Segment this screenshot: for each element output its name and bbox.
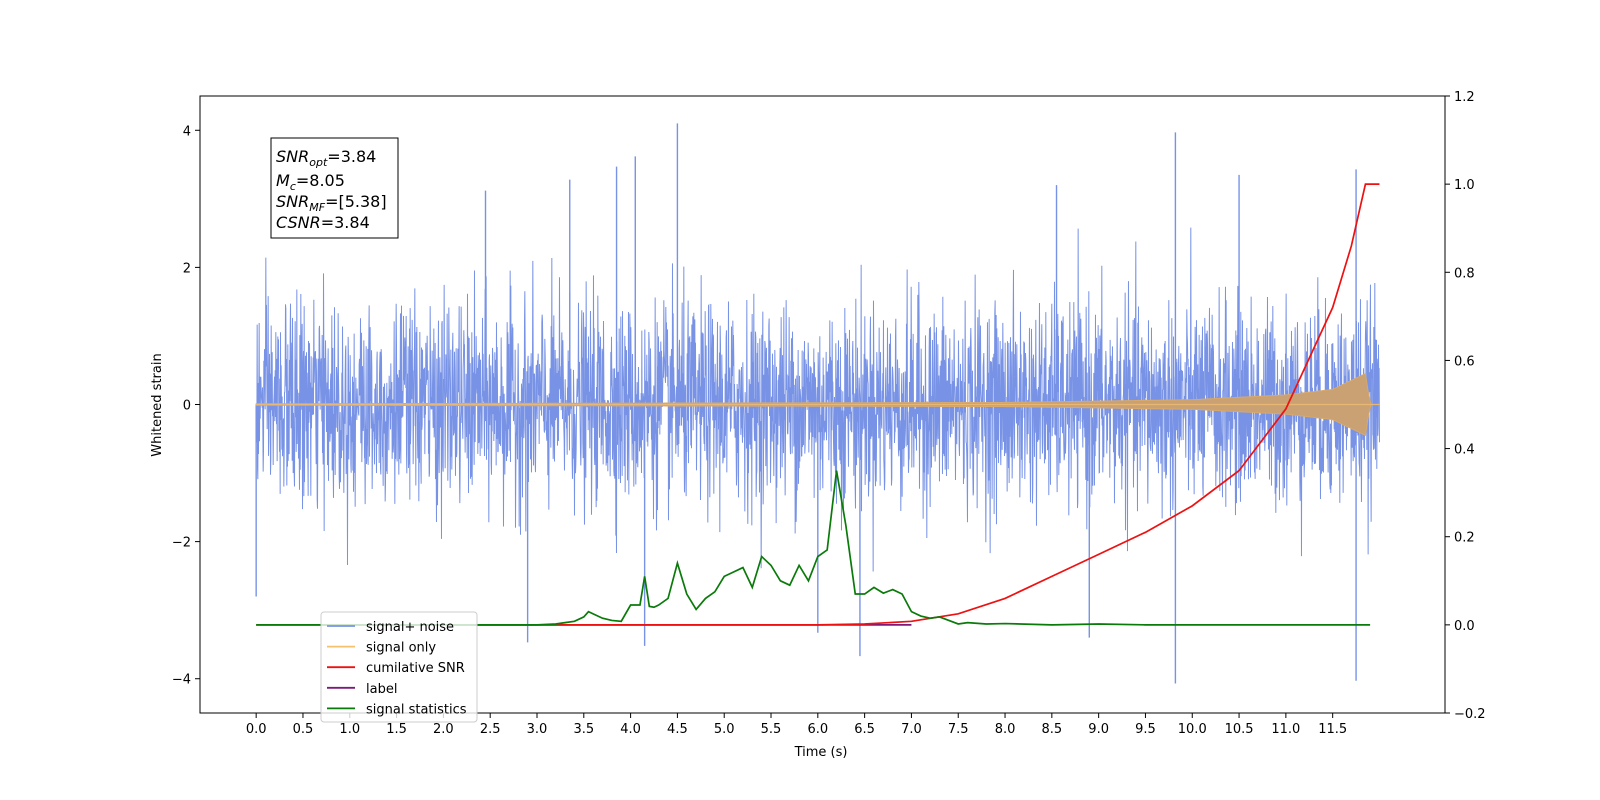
x-tick-label: 1.5 [386,722,407,737]
legend-label: signal statistics [366,702,467,717]
x-tick-label: 6.5 [854,722,875,737]
x-tick-label: 11.5 [1318,722,1347,737]
x-tick-label: 4.5 [667,722,688,737]
y-right-tick-label: −0.2 [1454,707,1486,722]
y-left-tick-label: −2 [172,536,191,551]
y-axis-left: −4 −2 0 2 4 [172,124,200,688]
y-right-tick-label: 1.0 [1454,178,1475,193]
y-right-tick-label: 1.2 [1454,90,1475,105]
annotation-frame [270,137,399,239]
annotation-mc: Mc=8.05 [276,171,345,193]
legend-label: cumilative SNR [366,661,465,676]
x-tick-label: 11.0 [1271,722,1300,737]
legend-label: label [366,682,397,697]
legend-label: signal+ noise [366,620,454,635]
annotation-snr-mf: SNRMF=[5.38] [276,192,387,214]
x-tick-label: 5.5 [761,722,782,737]
x-tick-label: 10.5 [1225,722,1254,737]
x-tick-label: 8.5 [1041,722,1062,737]
legend-label: signal only [366,641,436,656]
x-tick-label: 10.0 [1178,722,1207,737]
y-right-tick-label: 0.2 [1454,531,1475,546]
series-cumulative-snr-line [256,183,1380,626]
y-right-tick-label: 0.4 [1454,443,1475,458]
y-right-tick-label: 0.6 [1454,354,1475,369]
legend-frame [320,611,478,723]
x-tick-label: 7.0 [901,722,922,737]
y-left-tick-label: 2 [183,261,191,276]
annotation-box: SNRopt=3.84 Mc=8.05 SNRMF=[5.38] CSNR=3.… [270,137,399,239]
x-axis-label: Time (s) [794,745,848,760]
x-tick-label: 6.0 [807,722,828,737]
y-axis-right: −0.2 0.0 0.2 0.4 0.6 0.8 1.0 1.2 [1445,90,1486,722]
x-tick-label: 9.0 [1088,722,1109,737]
x-tick-label: 2.0 [433,722,454,737]
x-tick-label: 9.5 [1135,722,1156,737]
x-tick-label: 3.0 [527,722,548,737]
x-tick-label: 1.0 [339,722,360,737]
y-right-tick-label: 0.8 [1454,266,1475,281]
y-left-tick-label: −4 [172,673,191,688]
x-axis: 0.0 0.5 1.0 1.5 2.0 2.5 3.0 3.5 4.0 4.5 5.0 5.5 6.0 6… [246,713,1347,737]
x-tick-label: 7.5 [948,722,969,737]
x-tick-label: 2.5 [480,722,501,737]
y-left-tick-label: 4 [183,124,191,139]
annotation-snr-opt: SNRopt=3.84 [276,147,376,169]
x-tick-label: 8.0 [995,722,1016,737]
x-tick-label: 5.0 [714,722,735,737]
legend: signal+ noise signal only cumilative SNR la… [320,611,478,723]
annotation-csnr: CSNR=3.84 [276,213,370,232]
y-right-tick-label: 0.0 [1454,619,1475,634]
y-axis-label: Whitened strain [150,353,165,456]
y-left-tick-label: 0 [183,399,191,414]
x-tick-label: 0.0 [246,722,267,737]
x-tick-label: 3.5 [573,722,594,737]
x-tick-label: 0.5 [293,722,314,737]
plot-area [255,123,1380,684]
x-tick-label: 4.0 [620,722,641,737]
series-signal-statistics-line [256,470,1371,626]
